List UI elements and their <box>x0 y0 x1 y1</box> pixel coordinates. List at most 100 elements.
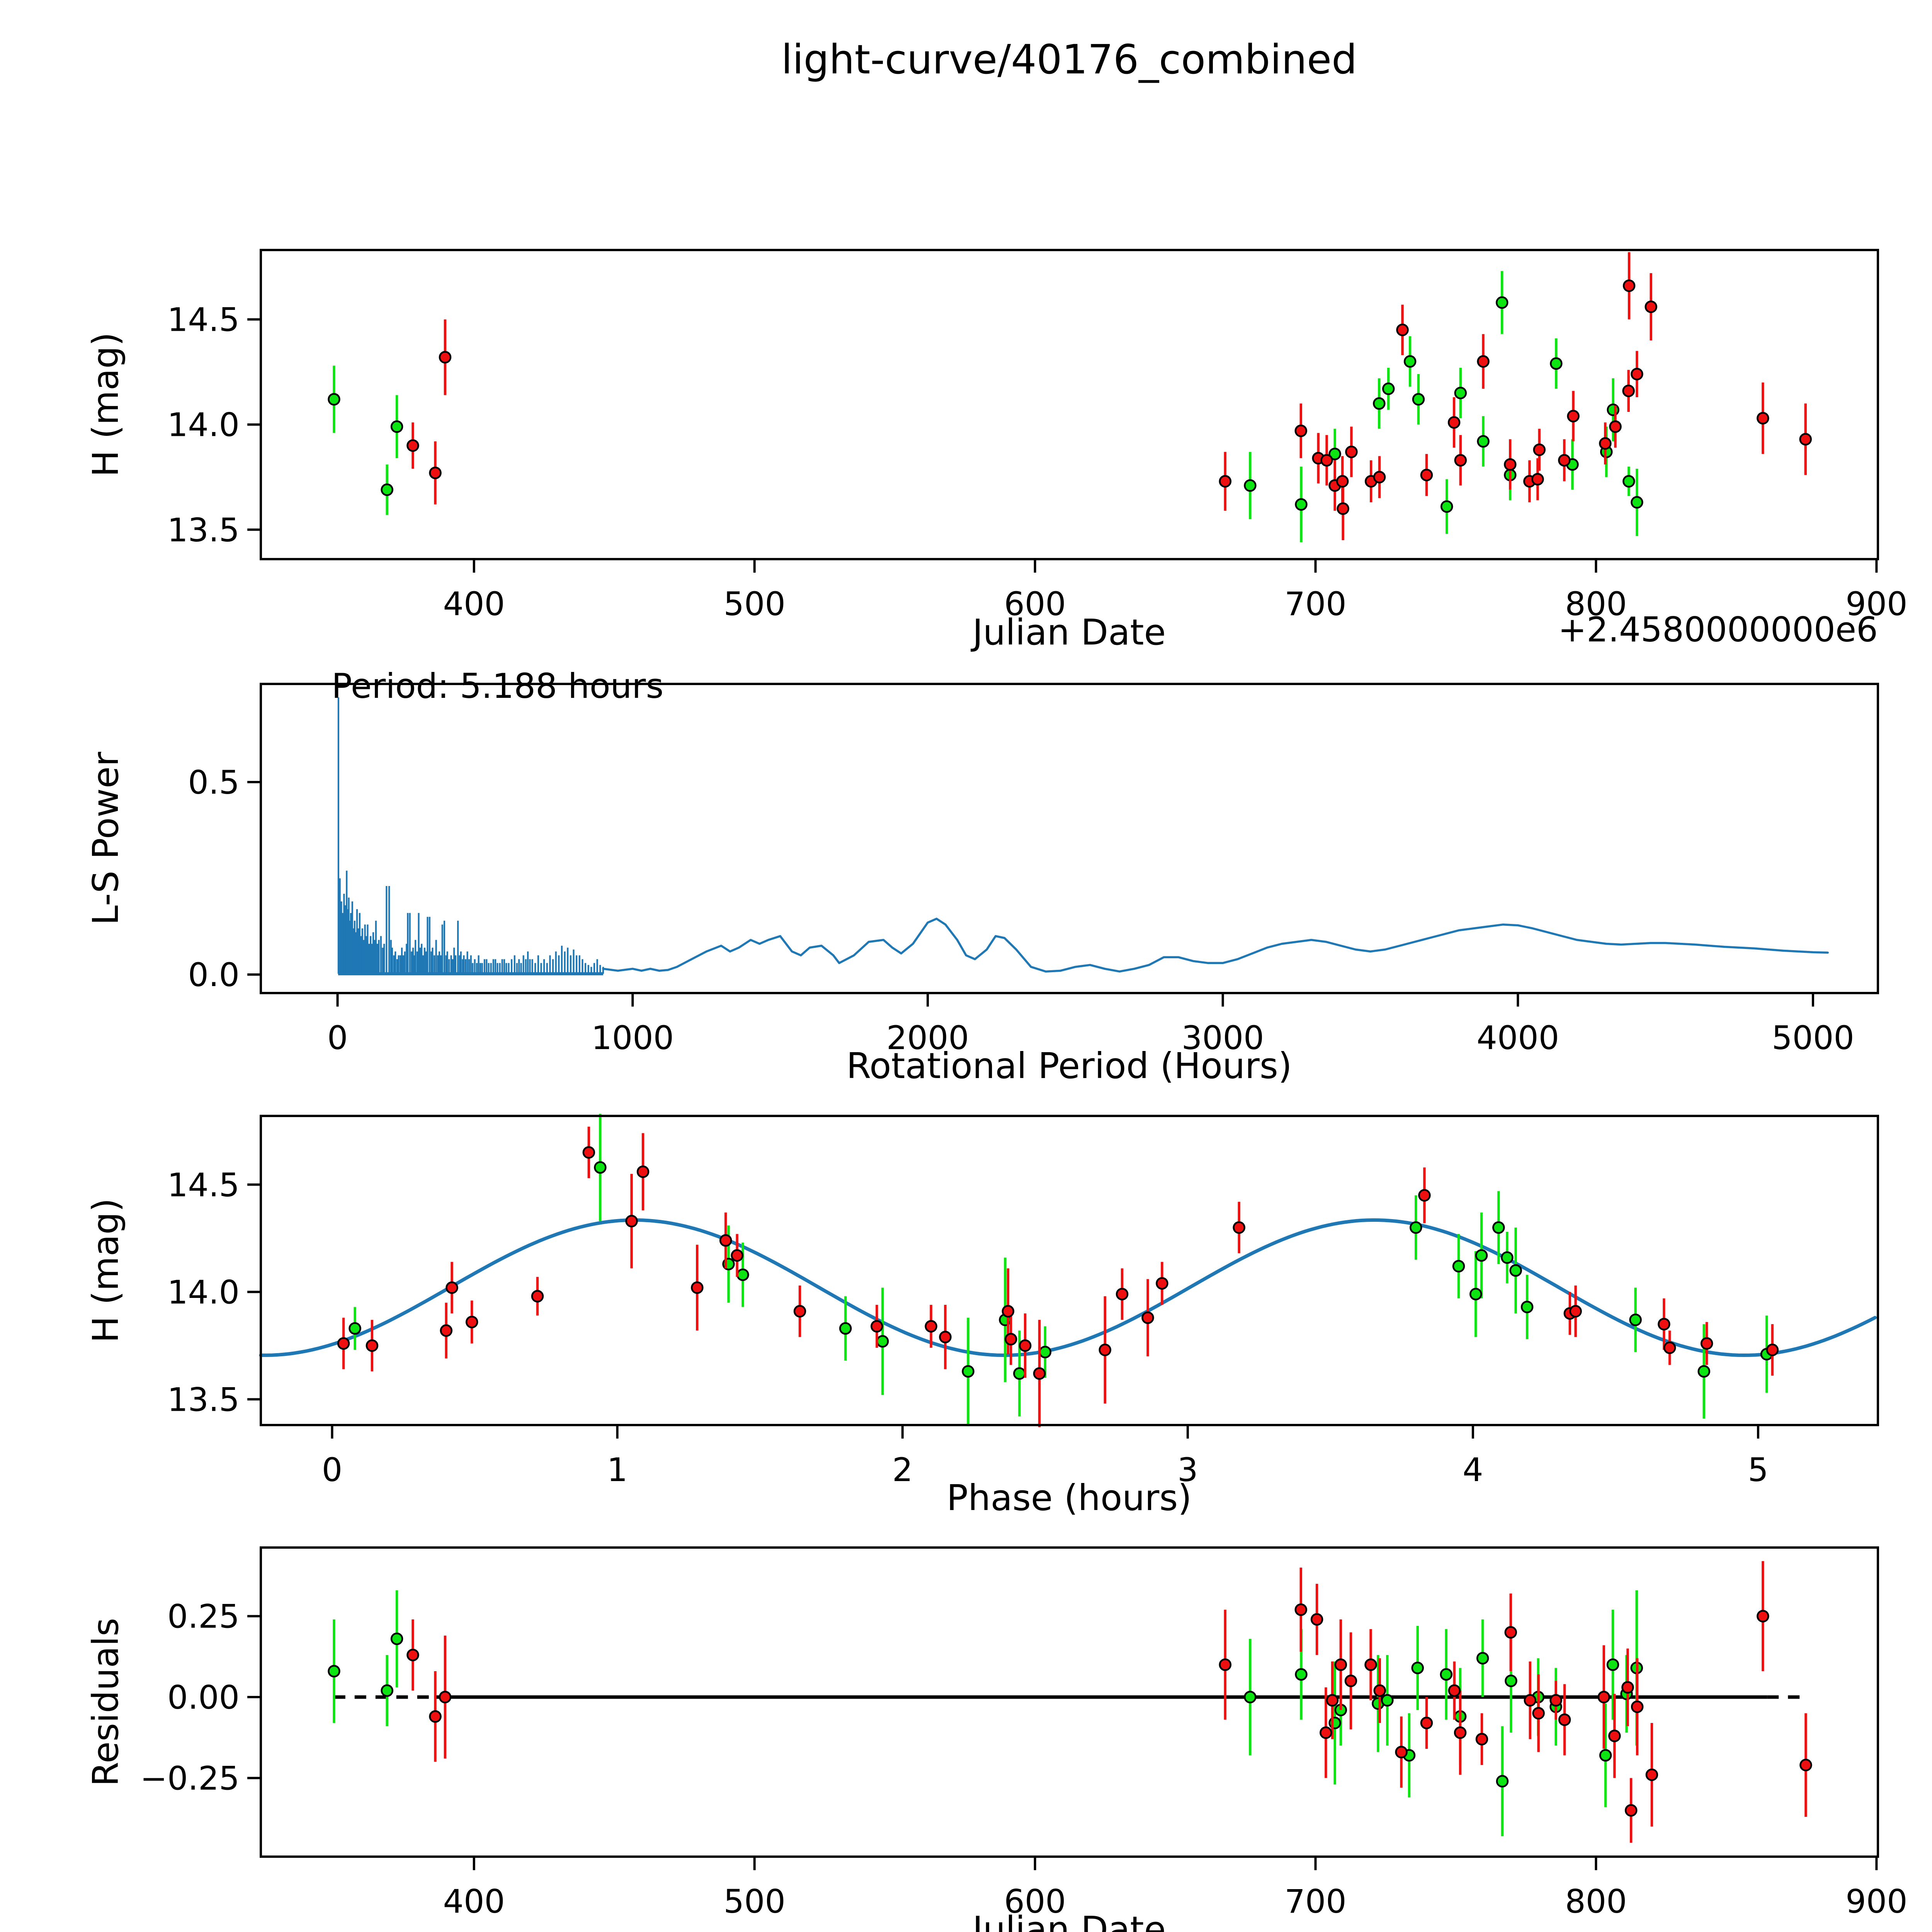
data-point <box>1295 1668 1308 1681</box>
x-tick-label: 600 <box>1004 585 1066 623</box>
data-point <box>1607 403 1619 416</box>
x-tick-label: 700 <box>1284 1883 1346 1920</box>
data-point <box>1609 420 1622 433</box>
data-point <box>1447 416 1461 429</box>
data-point <box>1501 1251 1514 1264</box>
data-point <box>1395 1746 1408 1759</box>
data-point <box>1608 1730 1621 1742</box>
data-point <box>1504 458 1517 471</box>
data-point <box>1567 410 1580 423</box>
data-point <box>429 1710 442 1723</box>
data-point <box>793 1305 806 1318</box>
data-point <box>439 1690 452 1704</box>
data-point <box>1440 1668 1453 1681</box>
data-point <box>1469 1287 1482 1301</box>
data-point <box>1533 443 1546 456</box>
x-tick-label: 1 <box>607 1451 628 1489</box>
data-point <box>1645 1768 1658 1781</box>
x-tick-label: 500 <box>723 585 785 623</box>
x-tick-label: 5000 <box>1772 1019 1854 1057</box>
data-point <box>1520 1301 1534 1313</box>
panel-phase_folded: 0 1 2 3 4 5 13.5 14.0 14.5 <box>167 1114 1879 1489</box>
x-tick-label: 800 <box>1565 585 1627 623</box>
data-point <box>736 1268 749 1281</box>
data-point <box>1645 300 1657 313</box>
axes-box <box>260 249 1879 560</box>
data-point <box>1452 1260 1465 1273</box>
data-point <box>1294 1603 1308 1616</box>
data-point <box>871 1320 883 1333</box>
data-point <box>1326 1694 1339 1707</box>
data-point <box>1475 1733 1488 1746</box>
data-point <box>337 1337 350 1350</box>
x-tick-label: 500 <box>723 1883 785 1920</box>
data-point <box>939 1330 952 1344</box>
data-point <box>1294 424 1308 437</box>
data-point <box>328 1665 340 1678</box>
data-point <box>1345 446 1358 458</box>
data-point <box>1766 1344 1779 1356</box>
data-point <box>406 1648 419 1662</box>
data-point <box>1757 412 1769 425</box>
series-green-dataset <box>349 1114 1773 1425</box>
data-point <box>1558 1713 1571 1726</box>
data-point <box>1336 475 1349 488</box>
x-tick-label: 400 <box>443 585 505 623</box>
data-point <box>1033 1367 1046 1380</box>
panel4-yaxis-title: Residuals <box>85 1618 126 1786</box>
data-point <box>1629 1313 1642 1327</box>
data-point <box>594 1161 607 1174</box>
data-point <box>1622 384 1635 397</box>
panel-residuals: 400 500 600 700 800 900 −0.25 0.00 0.25 <box>140 1546 1908 1920</box>
x-tick-label: 800 <box>1565 1883 1627 1920</box>
axes-box <box>260 683 1879 994</box>
axes-box <box>260 1546 1879 1858</box>
data-point <box>381 1684 393 1697</box>
data-point <box>1364 1658 1377 1671</box>
data-point <box>1476 1652 1489 1665</box>
data-point <box>1310 1613 1323 1626</box>
x-tick-label: 2000 <box>886 1019 969 1057</box>
data-point <box>1440 500 1453 513</box>
y-tick-label: 14.0 <box>167 1274 240 1311</box>
data-point <box>1382 382 1395 395</box>
y-tick-label: 14.5 <box>167 1166 240 1204</box>
data-point <box>691 1281 704 1294</box>
data-point <box>1606 1658 1619 1671</box>
data-point <box>925 1320 937 1333</box>
data-point <box>1700 1337 1713 1350</box>
data-point <box>429 466 442 480</box>
y-tick-label: 14.5 <box>167 301 240 339</box>
x-tick-label: 3000 <box>1182 1019 1264 1057</box>
sinusoid-fit-curve <box>259 1218 1877 1357</box>
x-tick-label: 900 <box>1845 1883 1907 1920</box>
data-point <box>446 1281 458 1294</box>
panels-group: 400 500 600 700 800 900 13.5 14.0 14.5 0 1000 2000 3… <box>140 249 1908 1920</box>
data-point <box>465 1316 478 1328</box>
data-point <box>625 1214 638 1228</box>
data-point <box>1412 393 1425 406</box>
y-tick-label: −0.25 <box>140 1759 240 1797</box>
data-point <box>381 483 393 496</box>
x-tick-label: 400 <box>443 1883 505 1920</box>
x-tick-label: 0 <box>327 1019 348 1057</box>
data-point <box>439 351 452 364</box>
data-point <box>1381 1694 1394 1707</box>
data-point <box>1504 1626 1517 1639</box>
x-tick-label: 0 <box>322 1451 342 1489</box>
data-point <box>1558 454 1571 467</box>
data-point <box>390 420 403 433</box>
series-red-dataset <box>406 252 1812 541</box>
data-point <box>1599 437 1612 450</box>
panel3-xaxis-title: Phase (hours) <box>947 1477 1192 1519</box>
data-point <box>1373 471 1386 484</box>
panel1-yaxis-title: H (mag) <box>85 332 126 477</box>
data-point <box>1320 1726 1332 1739</box>
data-point <box>1477 435 1490 448</box>
data-point <box>1141 1311 1154 1324</box>
data-point <box>1334 1658 1347 1671</box>
data-point <box>1622 279 1636 292</box>
data-point <box>1454 454 1467 467</box>
data-point <box>1448 1684 1461 1697</box>
data-point <box>1492 1221 1505 1234</box>
